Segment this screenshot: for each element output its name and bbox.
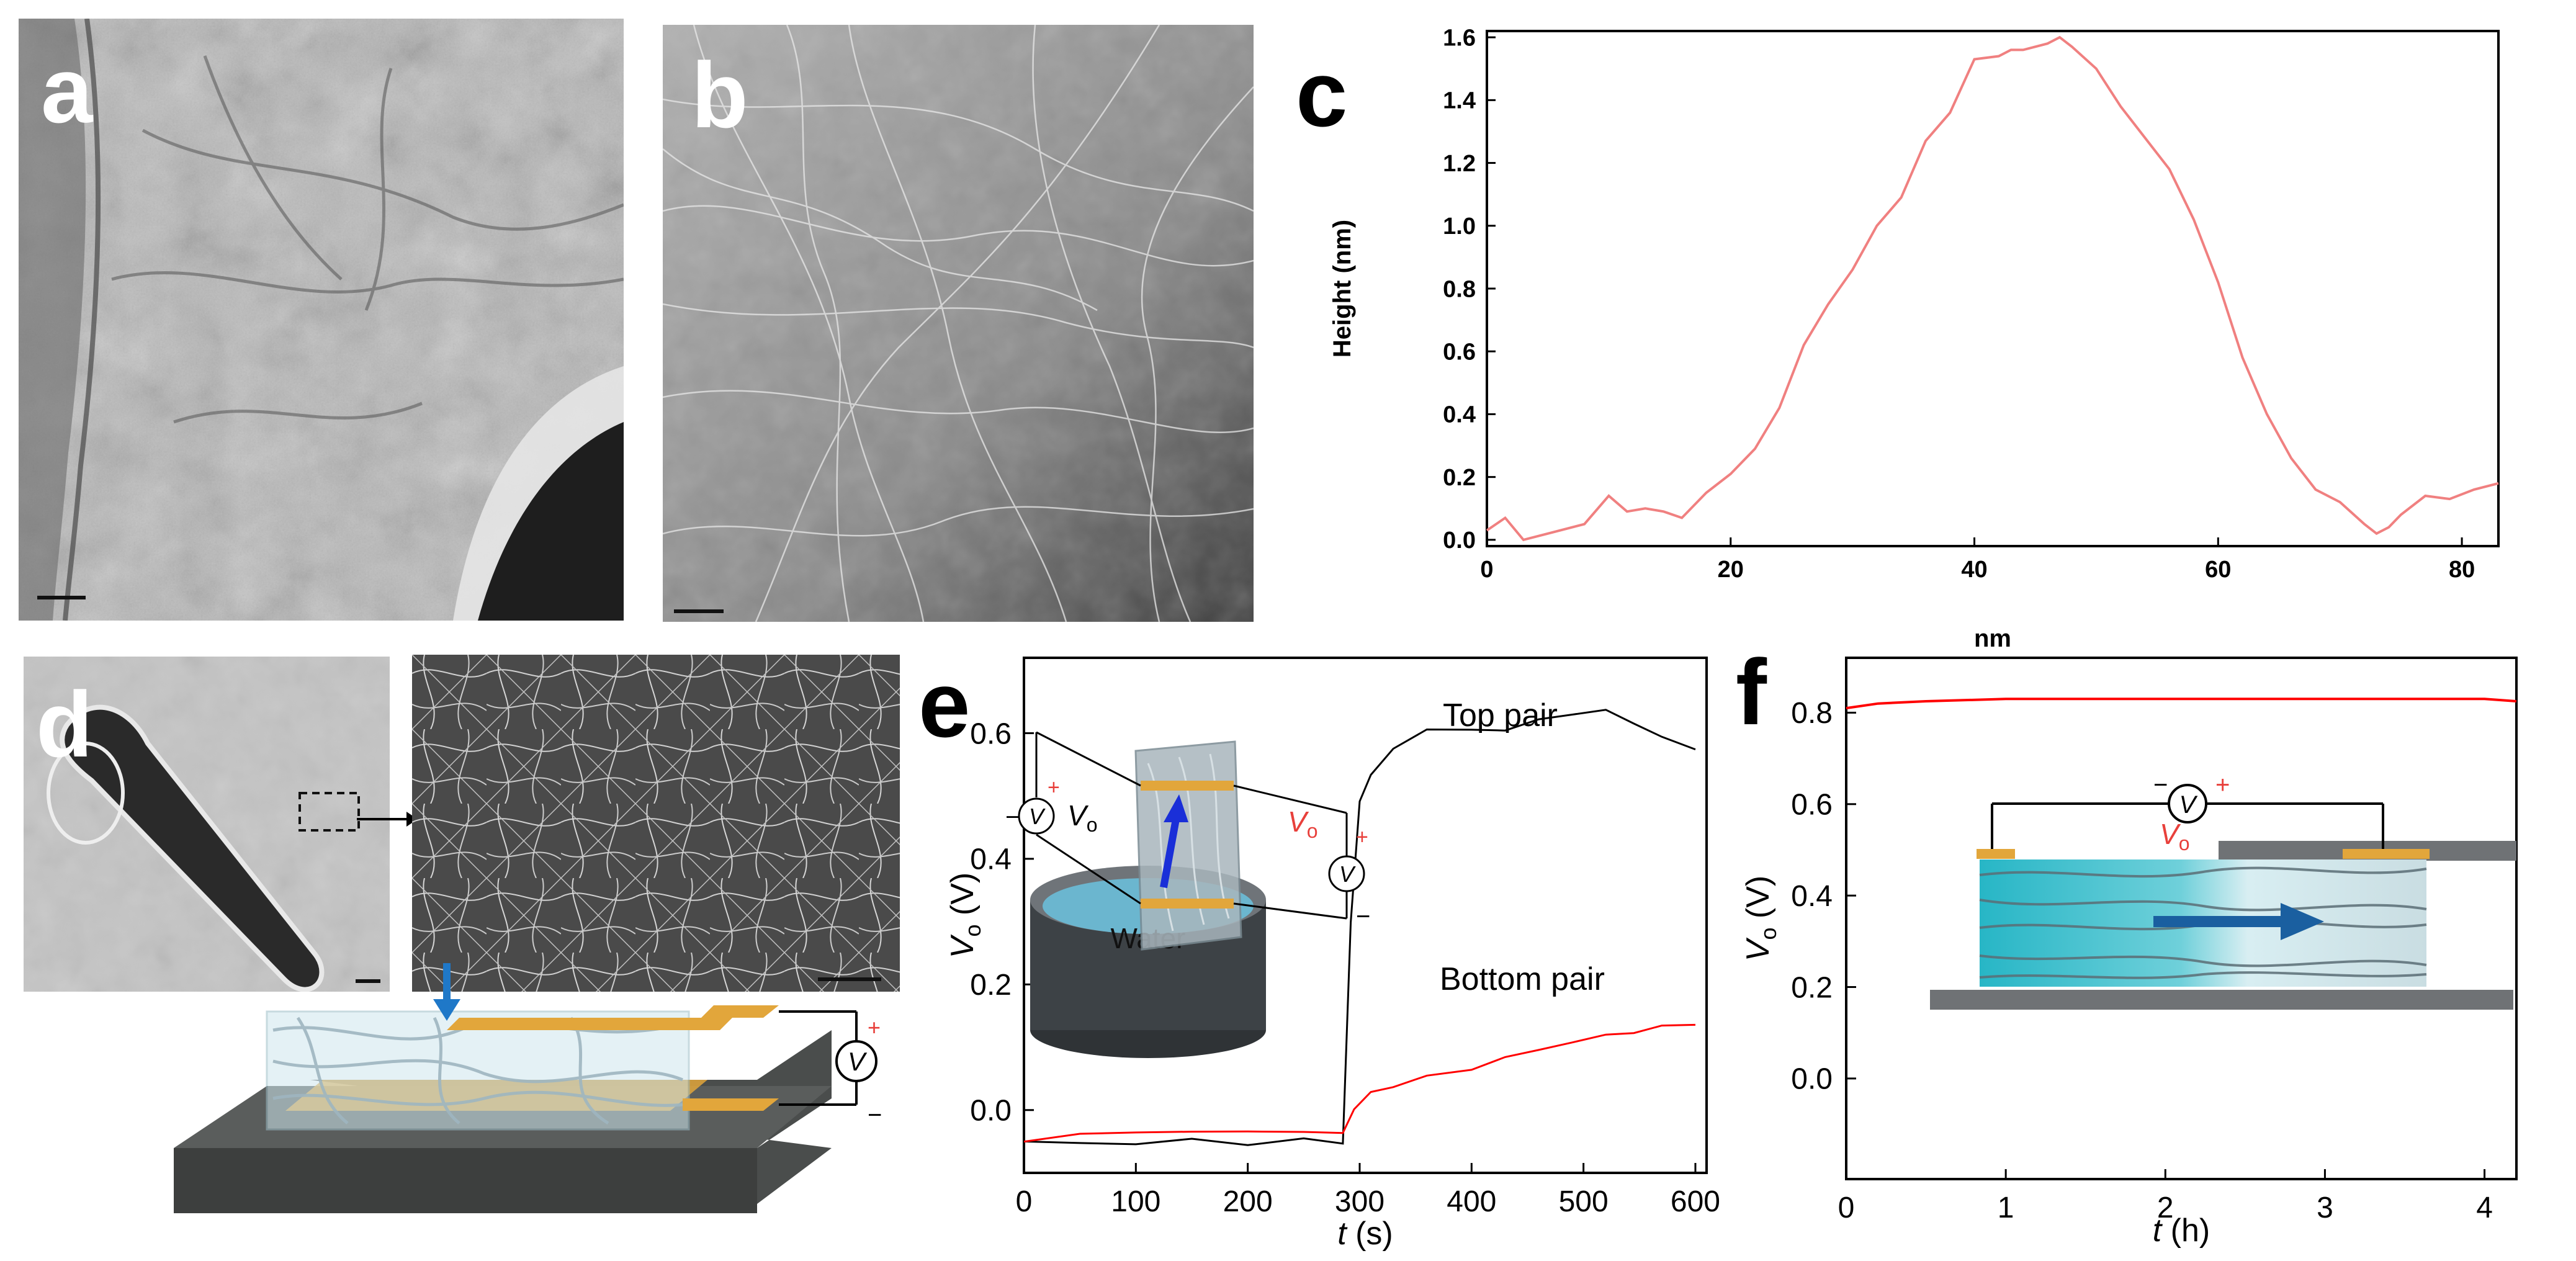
- x-tick-label: 600: [1671, 1185, 1720, 1218]
- chart-e-inset-plus-left: +: [1048, 776, 1060, 799]
- y-tick-label: 0.4: [1443, 402, 1476, 428]
- y-tick-label: 0.4: [970, 843, 1012, 876]
- y-tick-label: 1.6: [1443, 25, 1476, 51]
- x-tick-label: 300: [1335, 1185, 1384, 1218]
- panel-d-device-schematic: V + −: [174, 963, 882, 1213]
- chart-e-voltage-time: 0 100 200 300 400 500 600 0.0 0.2 0.4 0.6 Top pair…: [945, 657, 1720, 1252]
- chart-e-frame: [1023, 657, 1708, 1174]
- micrograph-a: [19, 19, 624, 621]
- y-tick-label: 0.0: [1443, 527, 1476, 554]
- chart-e-bottom-pair-line: [1023, 1023, 1696, 1143]
- x-tick-label: 100: [1111, 1185, 1160, 1218]
- chart-f-inset-plus: +: [2215, 771, 2230, 799]
- y-tick-label: 0.6: [1443, 339, 1476, 366]
- voltmeter-d-minus: −: [868, 1102, 882, 1129]
- voltmeter-d-plus: +: [868, 1015, 881, 1040]
- y-tick-label: 0.2: [970, 969, 1012, 1002]
- chart-e-inset-vo-left: Vo: [1067, 799, 1097, 836]
- y-tick-label: 0.6: [1791, 789, 1833, 822]
- y-tick-label: 1.2: [1443, 151, 1476, 177]
- chart-f-frame: [1845, 657, 2518, 1180]
- chart-c-xlabel: nm: [1974, 625, 2011, 652]
- x-tick-label: 20: [1718, 557, 1744, 583]
- x-tick-label: 1: [1998, 1191, 2014, 1224]
- chart-e-inset-vo-right: Vo: [1288, 806, 1317, 842]
- chart-e-ylabel: Vo (V): [945, 873, 985, 958]
- x-tick-label: 500: [1559, 1185, 1609, 1218]
- chart-f-line: [1846, 698, 2517, 710]
- y-tick-label: 0.2: [1791, 971, 1833, 1004]
- x-tick-label: 80: [2449, 557, 2475, 583]
- panel-d-micrograph-right: [412, 655, 900, 992]
- panel-label-e: e: [918, 652, 971, 756]
- y-tick-label: 1.4: [1443, 88, 1476, 114]
- y-tick-label: 0.4: [1791, 880, 1833, 913]
- chart-f-inset-v: V: [2179, 791, 2198, 819]
- chart-e-legend-bottom: Bottom pair: [1440, 961, 1605, 997]
- chart-c-frame: [1486, 30, 2500, 547]
- x-tick-label: 60: [2205, 557, 2231, 583]
- y-tick-label: 0.0: [970, 1095, 1012, 1128]
- chart-f-ylabel: Vo (V): [1740, 876, 1781, 961]
- x-tick-label: 200: [1223, 1185, 1273, 1218]
- scale-bar-a: [37, 596, 86, 599]
- chart-f-inset-schematic: V − + Vo: [1930, 771, 2516, 1010]
- voltmeter-d-label: V: [848, 1047, 868, 1076]
- chart-e-top-pair-line: [1023, 709, 1696, 1146]
- y-tick-label: 0.0: [1791, 1063, 1833, 1096]
- zoom-arrow: [357, 812, 418, 827]
- panel-a-micrograph: a: [19, 19, 624, 621]
- x-tick-label: 3: [2317, 1191, 2333, 1224]
- panel-label-a: a: [41, 38, 93, 142]
- panel-label-d: d: [36, 672, 93, 776]
- chart-e-inset-beaker: Water V Vo + − V Vo + −: [1005, 731, 1370, 1058]
- micrograph-d-left: [24, 657, 390, 992]
- chart-f-inset-vo: Vo: [2160, 818, 2189, 855]
- y-tick-label: 0.2: [1443, 465, 1476, 491]
- panel-label-c: c: [1296, 42, 1348, 146]
- chart-e-inset-v-left: V: [1029, 804, 1046, 829]
- x-tick-label: 0: [1480, 557, 1493, 583]
- chart-e-inset-v-right: V: [1339, 861, 1356, 887]
- scale-bar-b: [674, 609, 724, 613]
- chart-c-height-profile: 0 20 40 60 800.00.20.40.60.81.01.21.41.6 nm …: [1329, 25, 2500, 652]
- chart-e-inset-minus-left: −: [1005, 804, 1020, 831]
- x-tick-label: 4: [2476, 1191, 2493, 1224]
- scale-bar-d-left: [356, 979, 380, 983]
- chart-e-inset-plus-right: +: [1356, 825, 1368, 849]
- chart-e-inset-minus-right: −: [1356, 903, 1370, 930]
- scale-bar-d-right: [818, 977, 881, 981]
- y-tick-label: 0.8: [1791, 697, 1833, 730]
- chart-e-xlabel: t (s): [1337, 1216, 1393, 1252]
- panel-label-b: b: [691, 43, 748, 147]
- chart-c-ylabel: Height (nm): [1329, 220, 1356, 357]
- y-tick-label: 0.8: [1443, 276, 1476, 302]
- chart-c-line: [1486, 35, 2499, 542]
- x-tick-label: 0: [1016, 1185, 1033, 1218]
- panel-d-micrograph-left: d: [24, 657, 390, 992]
- voltmeter-d: [835, 1040, 877, 1082]
- chart-f-inset-minus: −: [2153, 771, 2168, 799]
- y-tick-label: 1.0: [1443, 213, 1476, 240]
- top-electrode: [447, 1018, 732, 1030]
- zoom-region-box: [298, 792, 360, 832]
- x-tick-label: 400: [1447, 1185, 1496, 1218]
- y-tick-label: 0.6: [970, 717, 1012, 750]
- panel-b-micrograph: b: [663, 25, 1254, 622]
- panel-label-f: f: [1736, 640, 1767, 744]
- chart-f-xlabel: t (h): [2153, 1213, 2210, 1249]
- micrograph-d-right: [412, 655, 900, 992]
- x-tick-label: 2: [2157, 1191, 2174, 1224]
- chart-f-voltage-time: 0 1 2 3 4 0.0 0.2 0.4 0.6 0.8 t (h) Vo (V) V − + …: [1740, 657, 2518, 1249]
- x-tick-label: 40: [1961, 557, 1987, 583]
- micrograph-b: [663, 25, 1254, 622]
- chart-e-legend-top: Top pair: [1443, 698, 1558, 734]
- x-tick-label: 0: [1838, 1191, 1855, 1224]
